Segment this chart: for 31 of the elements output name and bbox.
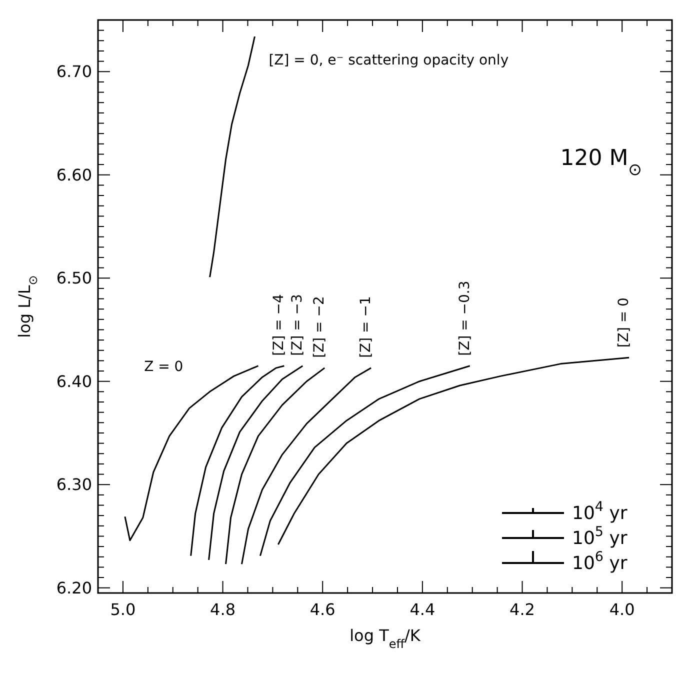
line-series bbox=[241, 367, 372, 565]
text: [Z] = −4 bbox=[271, 294, 288, 356]
x-tick-label: 4.0 bbox=[609, 600, 635, 619]
series-label: [Z] = 0, e⁻ scattering opacity only bbox=[268, 52, 509, 69]
line-series bbox=[225, 367, 326, 565]
y-tick-label: 6.20 bbox=[56, 578, 92, 598]
x-tick-label: 5.0 bbox=[110, 600, 136, 619]
x-tick-label: 4.8 bbox=[210, 600, 236, 619]
line-series bbox=[259, 365, 471, 557]
text: [Z] = −3 bbox=[290, 294, 306, 356]
annotation: 10$^{6}$ yr bbox=[572, 549, 628, 574]
y-tick-label: 6.40 bbox=[56, 372, 92, 391]
text: Z = 0 bbox=[144, 358, 184, 375]
text: [Z] = −2 bbox=[312, 296, 328, 358]
line-series bbox=[190, 365, 285, 557]
y-tick-label: 6.50 bbox=[56, 268, 92, 288]
line-series bbox=[208, 365, 304, 561]
text: [Z] = −1 bbox=[358, 296, 374, 358]
text: [Z] = 0 bbox=[616, 298, 632, 348]
annotation: 10$^{4}$ yr bbox=[572, 499, 628, 524]
text: [Z] = −0.3 bbox=[456, 280, 473, 356]
y-tick-label: 6.70 bbox=[56, 62, 92, 82]
x-axis-title: log T$_{eff}$/K bbox=[350, 626, 421, 651]
x-tick-label: 4.2 bbox=[510, 600, 535, 619]
annotation: 120 M$_{⊙}$ bbox=[560, 146, 642, 178]
y-tick-label: 6.30 bbox=[56, 475, 92, 494]
y-tick-label: 6.60 bbox=[56, 165, 92, 184]
x-tick-label: 4.4 bbox=[410, 600, 436, 619]
x-tick-label: 4.6 bbox=[310, 600, 336, 619]
line-series bbox=[209, 36, 256, 278]
annotation: 10$^{5}$ yr bbox=[572, 524, 628, 549]
